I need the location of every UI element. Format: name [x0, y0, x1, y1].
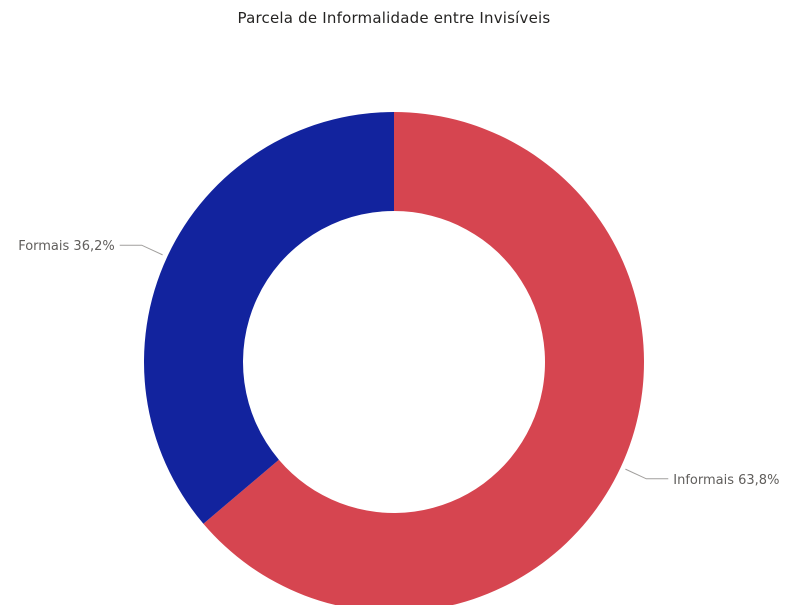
slice-formais[interactable]: [144, 112, 394, 524]
slices-group: [144, 112, 644, 605]
leader-line-informais: [625, 468, 669, 480]
leader-line-formais: [119, 244, 163, 256]
labels-group: Informais 63,8% Formais 36,2%: [18, 239, 779, 488]
data-label-formais: Formais 36,2%: [18, 239, 115, 254]
slice-informais[interactable]: [203, 112, 644, 605]
chart-title: Parcela de Informalidade entre Invisívei…: [237, 9, 551, 27]
data-label-informais: Informais 63,8%: [673, 473, 779, 488]
